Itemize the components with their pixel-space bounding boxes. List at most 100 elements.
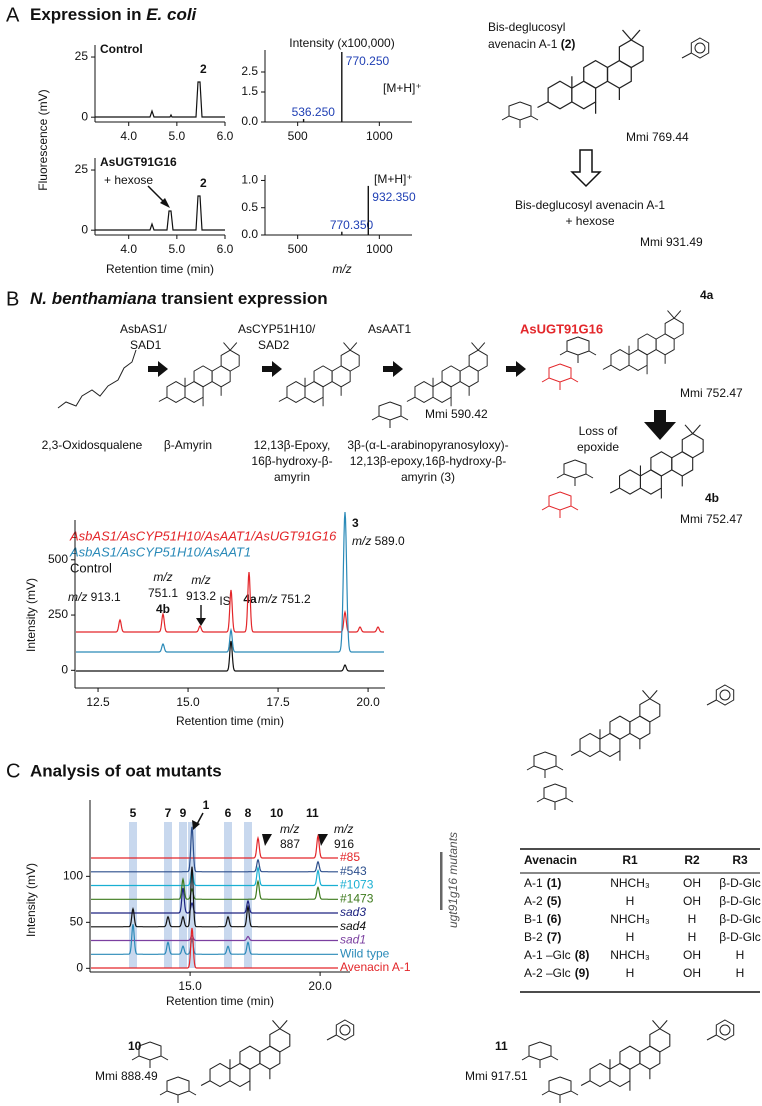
compound-name: 12,13β-Epoxy, [254, 438, 331, 452]
table-cell: NHCH₃ [610, 912, 650, 926]
table-cell: OH [683, 948, 701, 962]
mmi: Mmi 590.42 [425, 407, 488, 421]
compound-label: 11 [495, 1039, 508, 1053]
x-tick-label: 5.0 [169, 242, 186, 256]
plot-label: Control [100, 42, 143, 56]
y-tick-label: 0.0 [241, 114, 258, 128]
trace-label: #543 [340, 864, 367, 878]
band [188, 822, 196, 968]
compound-label: 4b [705, 491, 719, 505]
mz: m/z [334, 822, 353, 836]
trace-label: #1073 [340, 878, 374, 892]
panel-letter: A [6, 4, 20, 26]
y-tick-label: 0 [76, 960, 83, 974]
table-cell: OH [683, 894, 701, 908]
mmi: Mmi 769.44 [626, 130, 689, 144]
chromatogram-trace [91, 877, 338, 900]
table-cell: β-D-Glc [719, 930, 761, 944]
panel-title: N. benthamiana transient expression [30, 289, 328, 308]
traces [76, 511, 384, 672]
y-axis-label: Fluorescence (mV) [36, 89, 50, 190]
structure [570, 689, 661, 762]
structure [521, 1041, 559, 1069]
trace-label: sad3 [340, 905, 366, 919]
mz: m/z [258, 592, 277, 606]
y-tick-label: 0 [81, 222, 88, 236]
name-text: avenacin A-1 [488, 37, 561, 51]
annotation: IS [219, 594, 230, 608]
x-tick-label: 15.0 [176, 695, 200, 709]
structure [580, 1019, 671, 1092]
mz-value: 913.1 [87, 590, 121, 604]
x-tick-label: 1000 [366, 129, 393, 143]
y-tick-label: 0.0 [241, 227, 258, 241]
title-italic: E. coli [146, 5, 197, 24]
mz: m/z [68, 590, 87, 604]
trace-label: Wild type [340, 946, 390, 960]
x-axis-label: Retention time (min) [176, 714, 284, 728]
y-axis-label: Intensity (mV) [24, 863, 38, 937]
title-italic: N. benthamiana [30, 289, 157, 308]
x-tick-label: 20.0 [356, 695, 380, 709]
y-tick-label: 25 [75, 162, 89, 176]
mmi: Mmi 917.51 [465, 1069, 528, 1083]
band [179, 822, 187, 968]
x-tick-label: 6.0 [217, 129, 234, 143]
structure [57, 349, 137, 409]
structure [158, 342, 240, 407]
legend-entry: AsbAS1/AsCYP51H10/AsAAT1 [69, 544, 251, 559]
mz: m/z [191, 573, 210, 587]
annotation: 913.2 [186, 589, 216, 603]
trace-label: sad1 [340, 933, 366, 947]
structure [200, 1019, 291, 1092]
annotation: 916 [334, 837, 354, 851]
panel-title: Expression in E. coli [30, 5, 198, 24]
mz: m/z [352, 534, 371, 548]
compound-name: 2,3-Oxidosqualene [42, 438, 143, 452]
trace-label: sad4 [340, 919, 366, 933]
compound-number: (2) [561, 37, 576, 51]
chromatogram-trace [91, 866, 338, 928]
enzyme: SAD2 [258, 338, 290, 352]
band [164, 822, 172, 968]
table-cell: NHCH₃ [610, 876, 650, 890]
mz: m/z [280, 822, 299, 836]
x-tick-label: 500 [288, 129, 308, 143]
highlight-bands [129, 822, 252, 968]
table-cell: β-D-Glc [719, 894, 761, 908]
x-tick-label: 6.0 [217, 242, 234, 256]
arrow [644, 410, 676, 440]
row-name: B-1 [524, 912, 543, 926]
arrowhead [262, 834, 272, 846]
annotation: m/z 913.1 [68, 590, 121, 604]
compound-name: amyrin [274, 470, 310, 484]
mz: m/z [153, 570, 172, 584]
compound-name: amyrin (3) [401, 470, 455, 484]
x-axis-label: Retention time (min) [166, 994, 274, 1008]
table-cell: H [626, 894, 635, 908]
y-tick-label: 25 [75, 49, 89, 63]
mmi: Mmi 752.47 [680, 386, 743, 400]
row-name: A-1 [524, 876, 543, 890]
trace-label: #1473 [340, 891, 374, 905]
annotation: 751.1 [148, 586, 178, 600]
x-tick-label: 500 [288, 242, 308, 256]
y-tick-label: 1.0 [241, 173, 258, 187]
peak-label: 2 [200, 62, 207, 76]
enzyme: AsUGT91G16 [520, 321, 603, 336]
table-cell: A-2 –Glc (9) [524, 966, 589, 980]
x-tick-label: 4.0 [120, 129, 137, 143]
table-cell: A-2 (5) [524, 894, 561, 908]
y-tick-label: 0 [61, 662, 68, 676]
structure [406, 342, 488, 407]
annotation: epoxide [577, 440, 619, 454]
ms-annotation: [M+H]⁺ [383, 81, 422, 95]
compound-name: Bis-deglucosyl [488, 20, 565, 34]
band [224, 822, 232, 968]
y-tick-label: 2.5 [241, 64, 258, 78]
table-cell: B-1 (6) [524, 912, 561, 926]
annotation: Loss of [579, 424, 618, 438]
annotation: m/z 589.0 [352, 534, 405, 548]
compound-name: 12,13β-epoxy,16β-hydroxy-β- [350, 454, 507, 468]
annotation: + hexose [104, 173, 153, 187]
